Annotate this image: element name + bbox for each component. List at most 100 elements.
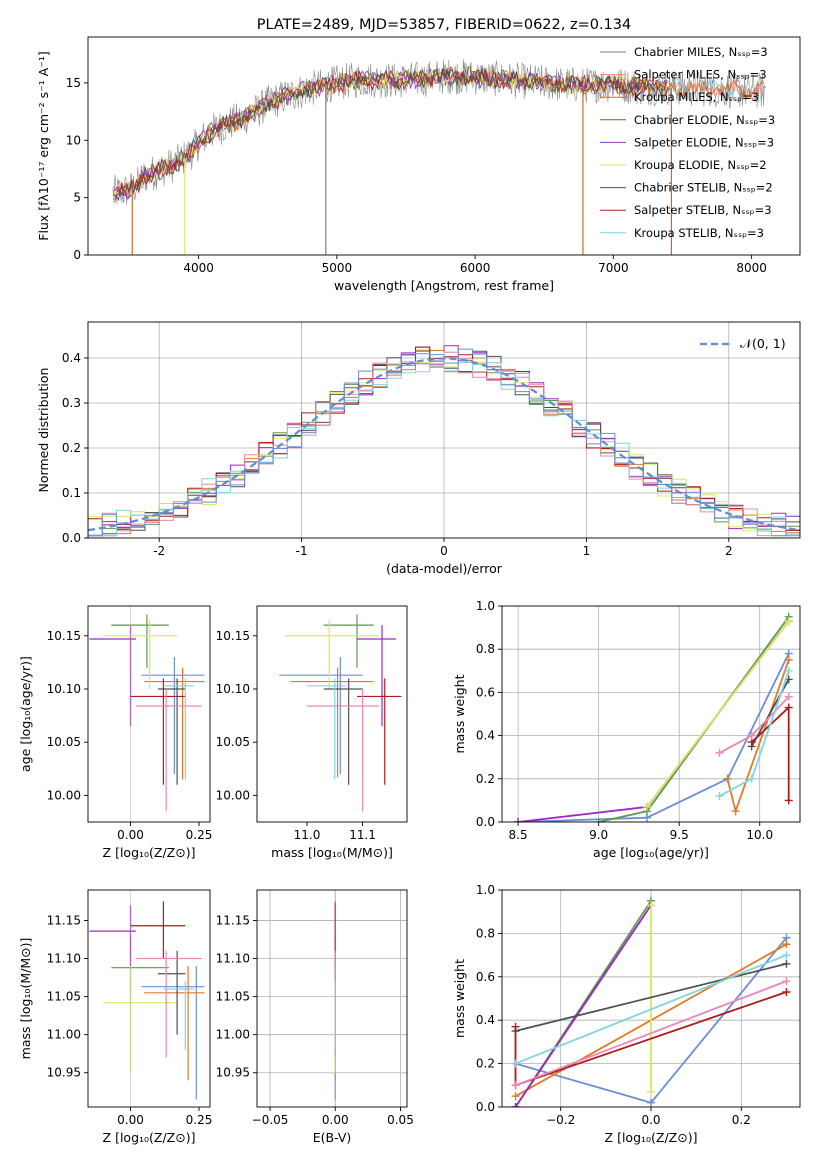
x-axis-label: Z [log₁₀(Z/Z⊙)] bbox=[103, 845, 196, 860]
x-axis-label: wavelength [Angstrom, rest frame] bbox=[334, 278, 554, 293]
weight-point-marker bbox=[647, 1098, 655, 1107]
x-tick-label: 0.00 bbox=[117, 828, 144, 842]
errorbar-point bbox=[135, 950, 202, 1058]
y-axis-label: mass weight bbox=[452, 959, 467, 1038]
legend-entry: Salpeter STELIB, Nₛₛₚ=3 bbox=[634, 203, 772, 217]
y-tick-label: 1.0 bbox=[476, 883, 495, 897]
x-tick-label: -2 bbox=[153, 544, 165, 558]
y-tick-label: 0.4 bbox=[476, 729, 495, 743]
legend-entry: Kroupa STELIB, Nₛₛₚ=3 bbox=[634, 226, 764, 240]
x-tick-label: 0.00 bbox=[117, 1113, 144, 1127]
x-tick-label: 6000 bbox=[460, 261, 491, 275]
errorbar-point bbox=[323, 614, 374, 668]
legend-entry: Chabrier MILES, Nₛₛₚ=3 bbox=[634, 45, 768, 59]
y-tick-label: 11.15 bbox=[47, 913, 81, 927]
mass-vs-extinction-panel: −0.05 0.00 0.05 10.95 11.00 11.05 11.10 11.15 E(… bbox=[216, 889, 414, 1145]
y-tick-label: 0.8 bbox=[476, 642, 495, 656]
weight-point-marker bbox=[511, 1092, 520, 1101]
mass-vs-metallicity-panel: 0.00 0.25 10.95 11.00 11.05 11.10 11.15 Z [log₁… bbox=[18, 889, 212, 1145]
legend-entry: 𝒩(0, 1) bbox=[740, 336, 786, 351]
y-tick-label: 11.10 bbox=[47, 952, 81, 966]
errorbar-point bbox=[141, 966, 205, 1100]
age-vs-metallicity-panel: 0.00 0.25 10.00 10.05 10.10 10.15 Z [log₁₀(Z/Z… bbox=[18, 605, 213, 860]
plot-area bbox=[257, 890, 407, 1107]
y-tick-label: 10.15 bbox=[47, 629, 81, 643]
y-tick-label: 11.15 bbox=[216, 913, 250, 927]
errorbar-point bbox=[141, 657, 205, 775]
weight-series bbox=[518, 653, 790, 822]
weight-point-marker bbox=[782, 977, 791, 986]
weight-series bbox=[751, 705, 790, 801]
x-tick-label: 0.2 bbox=[732, 1113, 751, 1127]
x-tick-label: 9.0 bbox=[589, 828, 608, 842]
errorbar-point bbox=[284, 619, 380, 689]
legend-entry: Kroupa MILES, Nₛₛₚ=3 bbox=[634, 90, 759, 104]
data-layer bbox=[279, 614, 402, 812]
y-tick-label: 0.4 bbox=[476, 1013, 495, 1027]
errorbar-point bbox=[163, 678, 194, 780]
data-layer bbox=[511, 896, 791, 1107]
plot-area bbox=[89, 890, 205, 1107]
weight-point-marker bbox=[511, 1022, 520, 1031]
weight-point-marker bbox=[747, 774, 756, 783]
y-tick-label: 15 bbox=[66, 76, 81, 90]
data-layer bbox=[88, 345, 800, 538]
x-tick-label: 8.5 bbox=[509, 828, 528, 842]
x-tick-label: 11.0 bbox=[294, 828, 321, 842]
weight-point-marker bbox=[511, 1081, 520, 1090]
legend-entry: Salpeter ELODIE, Nₛₛₚ=3 bbox=[634, 135, 774, 149]
y-tick-label: 10.10 bbox=[216, 682, 250, 696]
y-axis-label: Normed distribution bbox=[36, 368, 51, 493]
weight-point-marker bbox=[782, 987, 791, 996]
x-axis-label: Z [log₁₀(Z/Z⊙)] bbox=[103, 1130, 196, 1145]
data-layer bbox=[514, 612, 793, 822]
weight-point-marker bbox=[594, 818, 603, 822]
x-axis-label: age [log₁₀(age/yr)] bbox=[593, 845, 709, 860]
y-tick-label: 0.8 bbox=[476, 926, 495, 940]
errorbar-point bbox=[163, 981, 194, 1050]
y-tick-label: 1.0 bbox=[476, 599, 495, 613]
errorbar-point bbox=[307, 688, 380, 812]
errorbar-point bbox=[111, 614, 169, 668]
y-tick-label: 10.15 bbox=[216, 629, 250, 643]
weight-point-marker bbox=[647, 901, 655, 910]
errorbar-point bbox=[111, 935, 169, 997]
weight-point-marker bbox=[647, 1087, 655, 1096]
plot-area bbox=[88, 322, 800, 538]
x-tick-label: −0.05 bbox=[252, 1113, 289, 1127]
data-layer bbox=[89, 890, 205, 1107]
weight-series bbox=[646, 620, 790, 808]
x-tick-label: 0.0 bbox=[641, 1113, 660, 1127]
gaussian-curve bbox=[88, 357, 800, 532]
y-axis-label: age [log₁₀(age/yr)] bbox=[18, 656, 33, 772]
weight-point-marker bbox=[784, 692, 793, 701]
x-tick-label: 11.1 bbox=[349, 828, 376, 842]
errorbar-point bbox=[157, 950, 186, 1035]
y-tick-label: 10 bbox=[66, 133, 81, 147]
x-tick-label: 8000 bbox=[736, 261, 767, 275]
weight-point-marker bbox=[715, 792, 724, 801]
y-tick-label: 10.95 bbox=[216, 1066, 250, 1080]
x-tick-label: 2 bbox=[725, 544, 733, 558]
legend-entry: Kroupa ELODIE, Nₛₛₚ=2 bbox=[634, 158, 767, 172]
weight-point-marker bbox=[784, 656, 793, 664]
grid-lines bbox=[502, 606, 800, 822]
x-tick-label: 0.25 bbox=[186, 828, 213, 842]
errorbar-point bbox=[157, 678, 186, 785]
x-tick-label: 0.05 bbox=[387, 1113, 414, 1127]
y-tick-label: 0.0 bbox=[476, 815, 495, 829]
x-axis-label: mass [log₁₀(M/M⊙)] bbox=[271, 845, 393, 860]
weight-point-marker bbox=[784, 666, 793, 675]
y-tick-label: 0.0 bbox=[62, 531, 81, 545]
y-axis-label: Flux [fλ10⁻¹⁷ erg cm⁻² s⁻¹ A⁻¹] bbox=[36, 51, 51, 240]
weight-point-marker bbox=[782, 940, 791, 949]
legend: Chabrier MILES, Nₛₛₚ=3 Salpeter MILES, Nₛ… bbox=[600, 45, 775, 240]
weight-point-marker bbox=[514, 818, 523, 822]
weight-point-marker bbox=[782, 951, 791, 960]
y-tick-label: 0.0 bbox=[476, 1100, 495, 1114]
x-tick-label: 4000 bbox=[183, 261, 214, 275]
x-tick-label: 0 bbox=[440, 544, 448, 558]
plot-area bbox=[502, 606, 800, 822]
weight-series bbox=[515, 962, 787, 1032]
